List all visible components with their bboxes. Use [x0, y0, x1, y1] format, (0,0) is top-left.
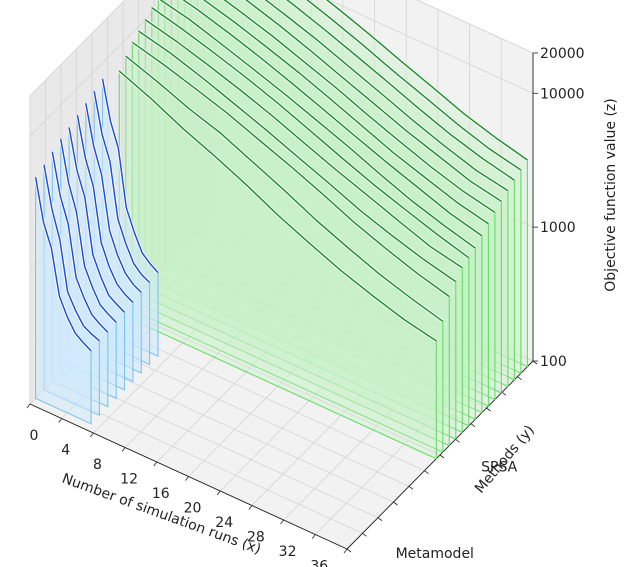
- z-grid-left: [29, 0, 126, 97]
- series-line: [159, 0, 476, 249]
- x-tick-mark: [280, 519, 284, 525]
- series-line: [93, 91, 151, 284]
- y-tick-mark: [393, 501, 398, 506]
- x-tick-mark: [153, 461, 158, 467]
- x-tick-mark: [248, 505, 253, 510]
- y-tick-mark: [501, 392, 507, 396]
- x-tick-label: 4: [61, 443, 70, 459]
- x-tick-label: 8: [93, 457, 102, 473]
- x-tick-mark: [58, 418, 63, 423]
- x-tick-mark: [216, 490, 221, 496]
- x-tick-mark: [121, 447, 126, 452]
- series-16: [164, 0, 483, 414]
- series-17: [170, 0, 490, 407]
- series-line: [306, 0, 522, 171]
- x-tick-label: 32: [279, 544, 297, 560]
- z-tick-label: 100: [540, 354, 567, 370]
- series-line: [118, 70, 437, 342]
- series-layer: [34, 0, 529, 460]
- series-line: [151, 6, 470, 259]
- x-tick-mark: [311, 534, 316, 539]
- series-line: [264, 0, 509, 192]
- series-line: [202, 0, 489, 225]
- y-grid-floor: [76, 356, 394, 503]
- x-tick-label: 24: [215, 515, 233, 531]
- x-tick-label: 0: [30, 428, 39, 444]
- y-tick-mark: [486, 407, 491, 412]
- y-tick-mark: [517, 376, 522, 380]
- y-tick-mark: [424, 470, 429, 474]
- y-tick-label: SPSA: [481, 460, 517, 476]
- series-line: [325, 0, 528, 161]
- z-grid-back: [328, 0, 534, 94]
- z-tick-label: 10000: [540, 86, 585, 102]
- y-tick-mark: [377, 517, 383, 521]
- y-tick-mark: [455, 439, 460, 443]
- series-line: [68, 127, 126, 313]
- z-tick-label: 20000: [540, 46, 585, 62]
- series-line: [138, 30, 457, 283]
- series-13: [144, 18, 464, 434]
- y-grid-floor: [153, 278, 472, 425]
- series-line: [43, 164, 100, 342]
- series-line: [51, 151, 109, 333]
- x-tick-label: 16: [152, 486, 170, 502]
- series-line: [101, 78, 159, 274]
- x-tick-label: 28: [247, 530, 265, 546]
- series-line: [34, 176, 92, 352]
- y-tick-mark: [408, 486, 414, 490]
- x-tick-label: 12: [120, 472, 138, 488]
- series-line: [85, 103, 142, 293]
- series-line: [144, 19, 463, 269]
- x-tick-mark: [90, 432, 94, 438]
- x-tick-mark: [185, 476, 189, 481]
- series-line: [285, 0, 515, 181]
- series-10: [124, 54, 444, 454]
- series-11: [131, 40, 451, 447]
- series-0: [34, 176, 93, 425]
- y-tick-mark: [470, 423, 476, 427]
- y-tick-label: Metamodel: [396, 546, 474, 562]
- series-9: [118, 69, 438, 460]
- y-tick-mark: [439, 454, 445, 459]
- y-grid-floor: [107, 325, 425, 472]
- series-line: [125, 55, 444, 322]
- y-tick-mark: [362, 533, 367, 537]
- series-line: [245, 0, 502, 203]
- tick-labels: 0481216202428323640MetamodelSPSA10010001…: [26, 46, 585, 567]
- series-line: [59, 138, 117, 323]
- series-line: [131, 41, 450, 298]
- series-line: [76, 115, 134, 303]
- y-grid-floor: [200, 231, 518, 378]
- z-axis-label: Objective function value (z): [603, 98, 619, 291]
- series-line: [182, 0, 483, 237]
- y-grid-floor: [122, 309, 441, 456]
- y-tick-mark: [532, 360, 538, 365]
- z-grid-back: [215, 215, 534, 362]
- y-grid-floor: [169, 262, 487, 409]
- y-grid-floor: [91, 340, 410, 487]
- x-tick-label: 36: [310, 559, 328, 567]
- x-tick-mark: [26, 403, 31, 409]
- x-tick-mark: [343, 548, 348, 554]
- y-tick-mark: [346, 548, 352, 553]
- z-tick-label: 1000: [540, 220, 576, 236]
- x-tick-label: 20: [184, 501, 202, 517]
- series-line: [223, 0, 496, 214]
- z-grid-back: [416, 0, 534, 54]
- z-grid-left: [29, 0, 166, 137]
